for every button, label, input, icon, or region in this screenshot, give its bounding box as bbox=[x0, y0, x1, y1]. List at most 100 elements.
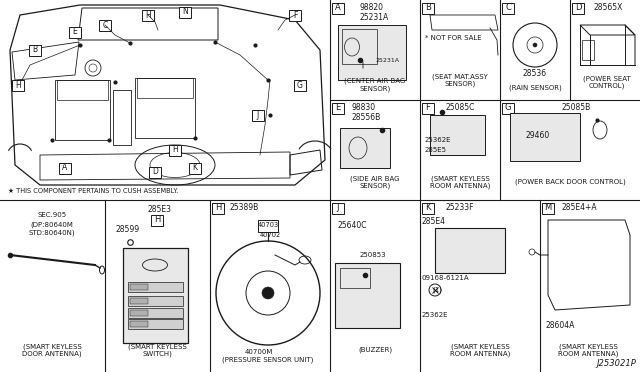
Bar bbox=[582, 40, 594, 60]
Text: 29460: 29460 bbox=[525, 131, 549, 140]
Text: 285E3: 285E3 bbox=[148, 205, 172, 215]
Text: D: D bbox=[575, 3, 581, 13]
FancyBboxPatch shape bbox=[69, 26, 81, 38]
Text: (1): (1) bbox=[432, 287, 442, 293]
Text: D: D bbox=[152, 167, 158, 176]
Text: (BUZZER): (BUZZER) bbox=[358, 347, 392, 353]
Text: 25231A: 25231A bbox=[375, 58, 399, 62]
Text: C: C bbox=[505, 3, 511, 13]
Text: ★ THIS COMPONENT PERTAINS TO CUSH ASSEMBLY.: ★ THIS COMPONENT PERTAINS TO CUSH ASSEMB… bbox=[8, 188, 179, 194]
FancyBboxPatch shape bbox=[422, 103, 434, 113]
Text: M: M bbox=[545, 203, 552, 212]
Text: 25085B: 25085B bbox=[562, 103, 591, 112]
FancyBboxPatch shape bbox=[142, 10, 154, 20]
Text: F: F bbox=[293, 10, 297, 19]
Text: SEC.905: SEC.905 bbox=[37, 212, 67, 218]
Bar bbox=[430, 115, 485, 155]
FancyBboxPatch shape bbox=[542, 202, 554, 214]
Text: 285E5: 285E5 bbox=[425, 147, 447, 153]
Text: H: H bbox=[154, 215, 160, 224]
Text: 40703: 40703 bbox=[258, 222, 279, 228]
Text: A: A bbox=[62, 164, 68, 173]
Text: (SEAT MAT.ASSY
SENSOR): (SEAT MAT.ASSY SENSOR) bbox=[432, 73, 488, 87]
Text: 285E4: 285E4 bbox=[422, 218, 446, 227]
Text: * NOT FOR SALE: * NOT FOR SALE bbox=[425, 35, 482, 41]
Text: B: B bbox=[33, 45, 38, 55]
Text: 40702: 40702 bbox=[260, 232, 281, 238]
Text: 25389B: 25389B bbox=[230, 203, 259, 212]
Text: 28536: 28536 bbox=[523, 68, 547, 77]
Text: E: E bbox=[335, 103, 340, 112]
Text: B: B bbox=[425, 3, 431, 13]
Bar bbox=[130, 298, 148, 304]
Text: (SMART KEYLESS
DOOR ANTENNA): (SMART KEYLESS DOOR ANTENNA) bbox=[22, 343, 82, 357]
Text: J: J bbox=[337, 203, 339, 212]
Bar bbox=[128, 308, 183, 318]
Text: STD:80640N): STD:80640N) bbox=[29, 230, 76, 236]
Text: 25231A: 25231A bbox=[360, 13, 389, 22]
Text: (SMART KEYLESS
SWITCH): (SMART KEYLESS SWITCH) bbox=[127, 343, 186, 357]
FancyBboxPatch shape bbox=[332, 103, 344, 113]
Text: A: A bbox=[335, 3, 341, 13]
Text: (RAIN SENSOR): (RAIN SENSOR) bbox=[509, 85, 561, 91]
Text: (SMART KEYLESS
ROOM ANTENNA): (SMART KEYLESS ROOM ANTENNA) bbox=[558, 343, 618, 357]
Text: N: N bbox=[182, 7, 188, 16]
Text: 28604A: 28604A bbox=[545, 321, 574, 330]
Text: 28599: 28599 bbox=[115, 225, 139, 234]
Text: F: F bbox=[426, 103, 431, 112]
Text: 28565X: 28565X bbox=[593, 3, 622, 13]
Bar bbox=[510, 113, 580, 161]
FancyBboxPatch shape bbox=[289, 10, 301, 20]
Bar bbox=[130, 284, 148, 290]
FancyBboxPatch shape bbox=[149, 167, 161, 177]
Text: (SMART KEYLESS
ROOM ANTENNA): (SMART KEYLESS ROOM ANTENNA) bbox=[450, 343, 510, 357]
Bar bbox=[128, 282, 183, 292]
FancyBboxPatch shape bbox=[179, 6, 191, 17]
Text: H: H bbox=[172, 145, 178, 154]
Text: K: K bbox=[425, 203, 431, 212]
FancyBboxPatch shape bbox=[502, 3, 514, 13]
FancyBboxPatch shape bbox=[189, 163, 201, 173]
Text: (SMART KEYLESS
ROOM ANTENNA): (SMART KEYLESS ROOM ANTENNA) bbox=[430, 175, 490, 189]
FancyBboxPatch shape bbox=[332, 202, 344, 214]
Text: J: J bbox=[257, 110, 259, 119]
Bar bbox=[128, 296, 183, 306]
Bar bbox=[340, 268, 370, 288]
Text: E: E bbox=[72, 28, 77, 36]
Text: (DP:80640M: (DP:80640M bbox=[31, 222, 74, 228]
Circle shape bbox=[262, 287, 274, 299]
FancyBboxPatch shape bbox=[29, 45, 41, 55]
Text: G: G bbox=[297, 80, 303, 90]
Circle shape bbox=[533, 43, 537, 47]
FancyBboxPatch shape bbox=[294, 80, 306, 90]
Bar bbox=[335, 263, 400, 328]
Text: 285E4+A: 285E4+A bbox=[562, 203, 598, 212]
Text: C: C bbox=[102, 20, 108, 29]
Text: (CENTER AIR BAG
SENSOR): (CENTER AIR BAG SENSOR) bbox=[344, 78, 406, 92]
Text: 09168-6121A: 09168-6121A bbox=[422, 275, 470, 281]
FancyBboxPatch shape bbox=[151, 215, 163, 225]
FancyBboxPatch shape bbox=[572, 3, 584, 13]
Text: 25362E: 25362E bbox=[425, 137, 451, 143]
Bar bbox=[113, 90, 131, 145]
FancyBboxPatch shape bbox=[332, 3, 344, 13]
Bar bbox=[128, 319, 183, 329]
Text: 25085C: 25085C bbox=[445, 103, 474, 112]
Bar bbox=[340, 128, 390, 168]
FancyBboxPatch shape bbox=[422, 202, 434, 214]
Text: 98830: 98830 bbox=[352, 103, 376, 112]
Text: 250853: 250853 bbox=[360, 252, 387, 258]
Text: (POWER BACK DOOR CONTROL): (POWER BACK DOOR CONTROL) bbox=[515, 179, 625, 185]
Text: G: G bbox=[505, 103, 511, 112]
Text: 25233F: 25233F bbox=[445, 203, 474, 212]
FancyBboxPatch shape bbox=[99, 19, 111, 31]
Bar bbox=[258, 220, 278, 232]
Text: H: H bbox=[145, 10, 151, 19]
Text: J253021P: J253021P bbox=[596, 359, 636, 368]
Bar bbox=[130, 310, 148, 316]
FancyBboxPatch shape bbox=[12, 80, 24, 90]
FancyBboxPatch shape bbox=[252, 109, 264, 121]
Text: K: K bbox=[193, 164, 198, 173]
FancyBboxPatch shape bbox=[422, 3, 434, 13]
Text: 25362E: 25362E bbox=[422, 312, 449, 318]
